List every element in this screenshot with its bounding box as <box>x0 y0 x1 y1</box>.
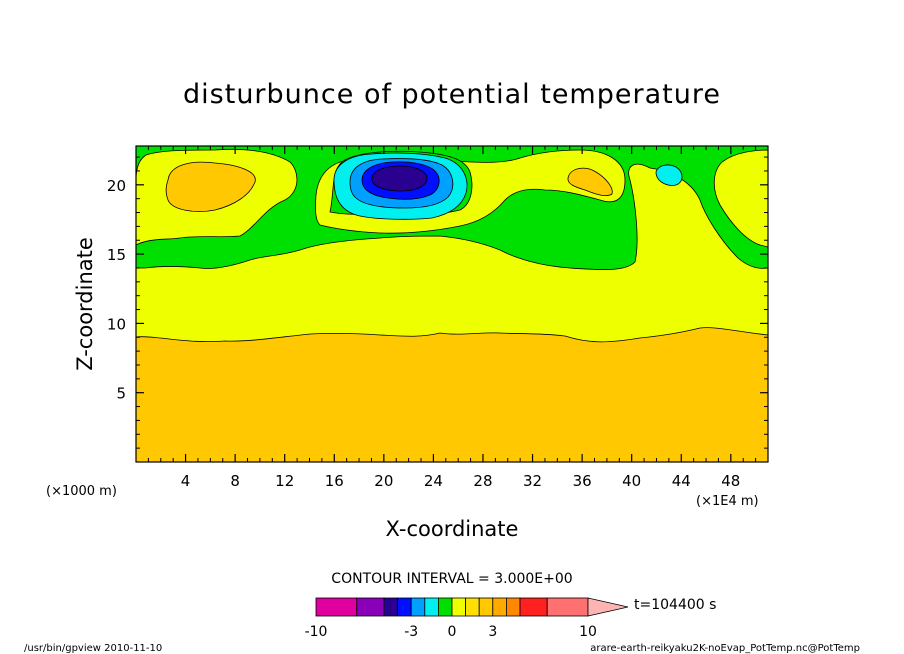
x-tick-label: 40 <box>622 472 641 490</box>
colorbar-tick-label: 3 <box>488 624 497 640</box>
x-tick-label: 20 <box>374 472 393 490</box>
contour-cyan-right <box>655 164 683 186</box>
x-tick-label: 32 <box>523 472 542 490</box>
colorbar-swatch <box>546 597 589 617</box>
x-tick-label: 44 <box>672 472 691 490</box>
x-tick-label: 48 <box>721 472 740 490</box>
colorbar-tick-label: 0 <box>448 624 457 640</box>
contour-orange-patch-right <box>567 167 613 197</box>
x-tick-label: 12 <box>275 472 294 490</box>
x-unit-label: (×1000 m) <box>46 484 117 499</box>
time-label: t=104400 s <box>634 597 716 613</box>
colorbar-tick-label: 10 <box>579 624 597 640</box>
colorbar-swatch <box>492 597 507 617</box>
colorbar-extend-arrow <box>587 597 629 617</box>
colorbar-tick-label: -10 <box>305 624 328 640</box>
colorbar-swatch <box>383 597 399 617</box>
colorbar-swatch <box>465 597 480 617</box>
colorbar: -10 -3 0 3 10 <box>305 597 629 640</box>
colorbar-tick-label: -3 <box>404 624 418 640</box>
footer-right: arare-earth-reikyaku2K-noEvap_PotTemp.nc… <box>590 643 860 654</box>
x-tick-label: 28 <box>473 472 492 490</box>
colorbar-swatch <box>356 597 385 617</box>
y-axis-label: Z-coordinate <box>73 237 97 371</box>
x-tick-label: 8 <box>230 472 240 490</box>
colorbar-swatch <box>424 597 439 617</box>
colorbar-swatch <box>315 597 358 617</box>
colorbar-swatch <box>519 597 548 617</box>
y-tick-label: 15 <box>107 246 126 264</box>
contour-interval-label: CONTOUR INTERVAL = 3.000E+00 <box>331 571 572 587</box>
colorbar-swatch <box>451 597 467 617</box>
chart-title: disturbunce of potential temperature <box>183 79 721 110</box>
contour-field <box>136 146 768 462</box>
colorbar-swatch <box>437 597 453 617</box>
footer-left: /usr/bin/gpview 2010-11-10 <box>24 643 162 654</box>
colorbar-swatch <box>478 597 494 617</box>
y-tick-label: 10 <box>107 315 126 333</box>
contour-cold-core <box>371 165 428 192</box>
x-axis-label: X-coordinate <box>386 517 519 541</box>
x-tick-label: 16 <box>325 472 344 490</box>
x-tick-label: 24 <box>424 472 443 490</box>
plot-frame <box>135 145 769 463</box>
contour-upper-yellow-3 <box>713 149 768 248</box>
contour-orange-patch-left <box>165 161 256 212</box>
colorbar-swatch <box>397 597 412 617</box>
colorbar-swatch <box>410 597 426 617</box>
y-tick-label: 5 <box>116 385 126 403</box>
y-tick-label: 20 <box>107 177 126 195</box>
x-tick-label: 4 <box>181 472 191 490</box>
x-multiplier-label: (×1E4 m) <box>696 494 759 509</box>
x-tick-label: 36 <box>573 472 592 490</box>
colorbar-swatch <box>505 597 521 617</box>
